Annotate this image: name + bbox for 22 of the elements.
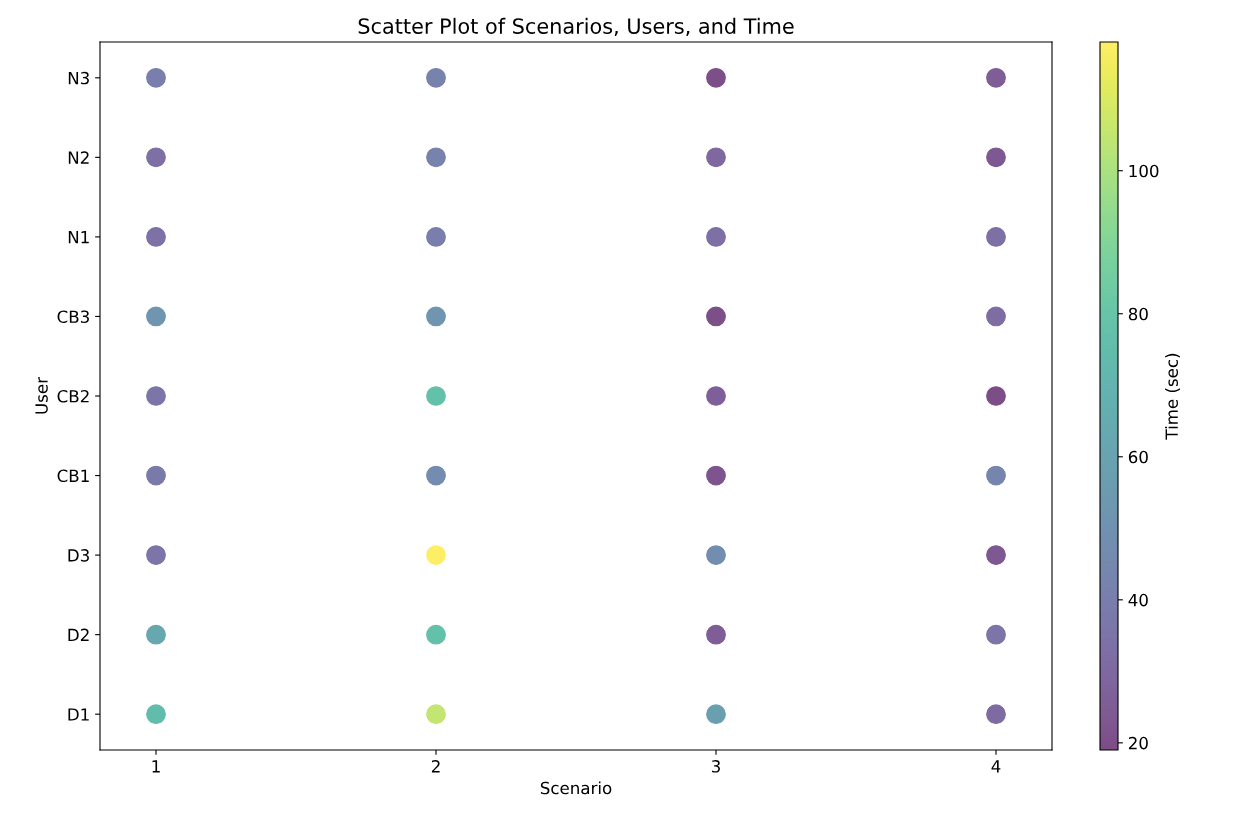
chart-title: Scatter Plot of Scenarios, Users, and Time [358,17,794,37]
y-tick-label: N2 [68,151,89,164]
x-tick-label: 3 [711,760,720,773]
color-bar-title: Time (sec) [1165,353,1180,440]
y-tick-label: CB3 [57,310,89,324]
y-tick-label: D2 [68,628,89,641]
x-tick-label: 2 [431,760,440,773]
color-bar-label: 40 [1128,593,1148,607]
y-axis-title: User [35,377,48,414]
x-tick-label: 1 [152,760,160,773]
x-tick-label: 4 [991,760,1001,773]
y-tick-label: CB1 [57,469,89,483]
color-bar-label: 80 [1128,307,1148,321]
color-bar-label: 20 [1128,736,1148,750]
y-tick-label: N1 [68,231,89,244]
y-tick-label: N3 [68,71,89,85]
color-bar-label: 60 [1128,450,1148,464]
color-bar-label: 100 [1129,164,1159,178]
x-axis-title: Scenario [540,781,612,795]
y-tick-label: D1 [68,708,89,721]
y-tick-label: D3 [68,549,89,562]
y-tick-label: CB2 [57,389,89,403]
